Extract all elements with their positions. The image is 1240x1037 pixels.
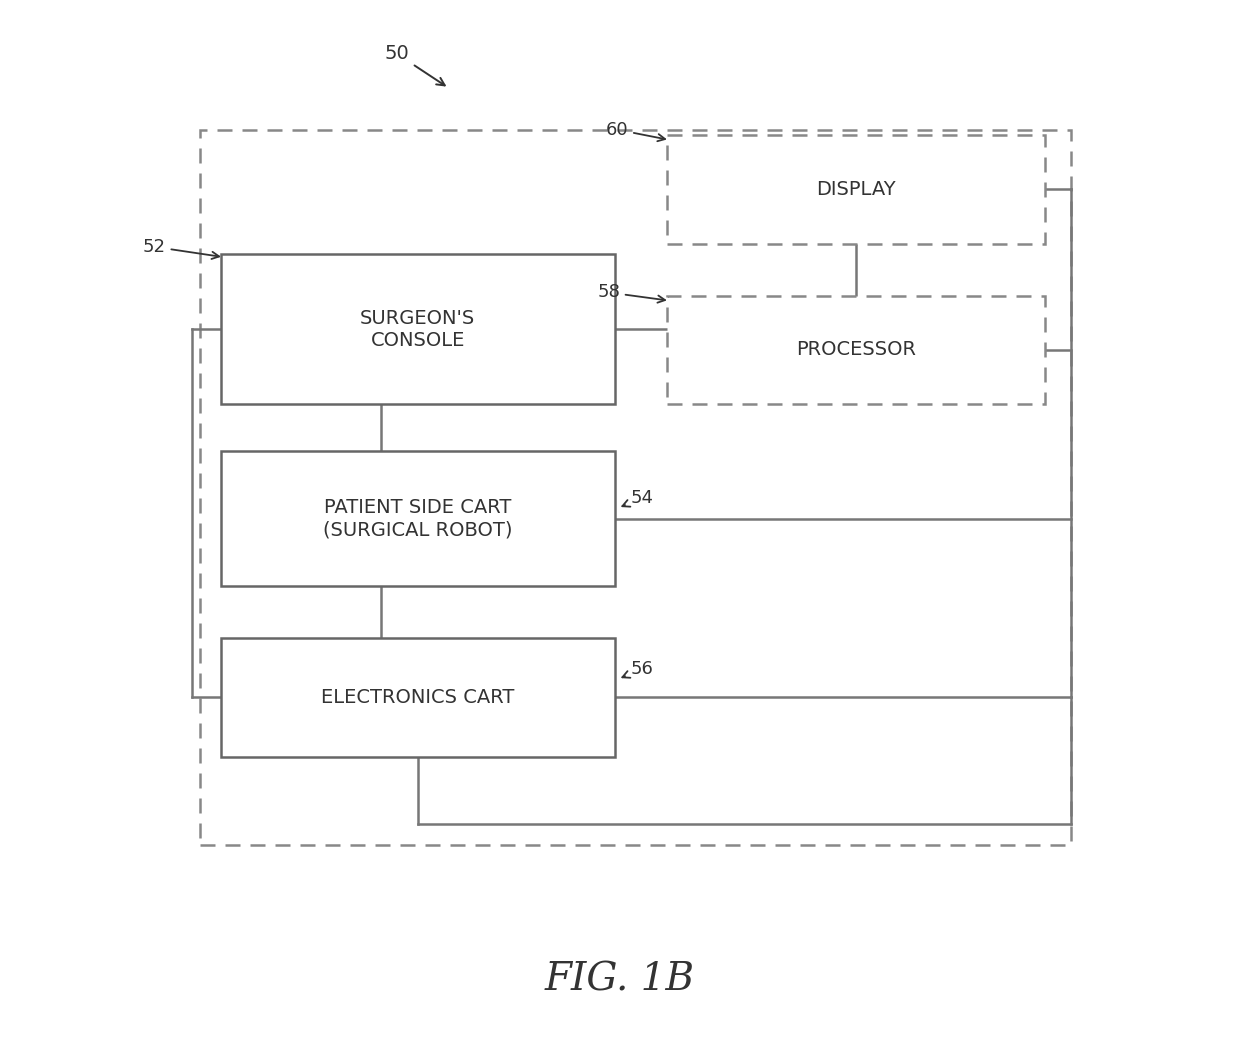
Text: 56: 56 [622, 660, 653, 678]
Text: ELECTRONICS CART: ELECTRONICS CART [321, 688, 515, 707]
FancyBboxPatch shape [667, 135, 1045, 244]
Text: 58: 58 [598, 283, 665, 303]
FancyBboxPatch shape [667, 296, 1045, 404]
Text: DISPLAY: DISPLAY [816, 179, 895, 199]
Text: 60: 60 [605, 120, 665, 141]
Text: 52: 52 [143, 237, 219, 259]
FancyBboxPatch shape [221, 638, 615, 757]
Text: SURGEON'S
CONSOLE: SURGEON'S CONSOLE [360, 309, 475, 349]
Text: 50: 50 [384, 45, 445, 85]
FancyBboxPatch shape [221, 254, 615, 404]
FancyBboxPatch shape [221, 451, 615, 586]
Text: PATIENT SIDE CART
(SURGICAL ROBOT): PATIENT SIDE CART (SURGICAL ROBOT) [324, 498, 512, 539]
Text: PROCESSOR: PROCESSOR [796, 340, 916, 360]
Text: FIG. 1B: FIG. 1B [544, 961, 696, 999]
Text: 54: 54 [622, 488, 653, 507]
